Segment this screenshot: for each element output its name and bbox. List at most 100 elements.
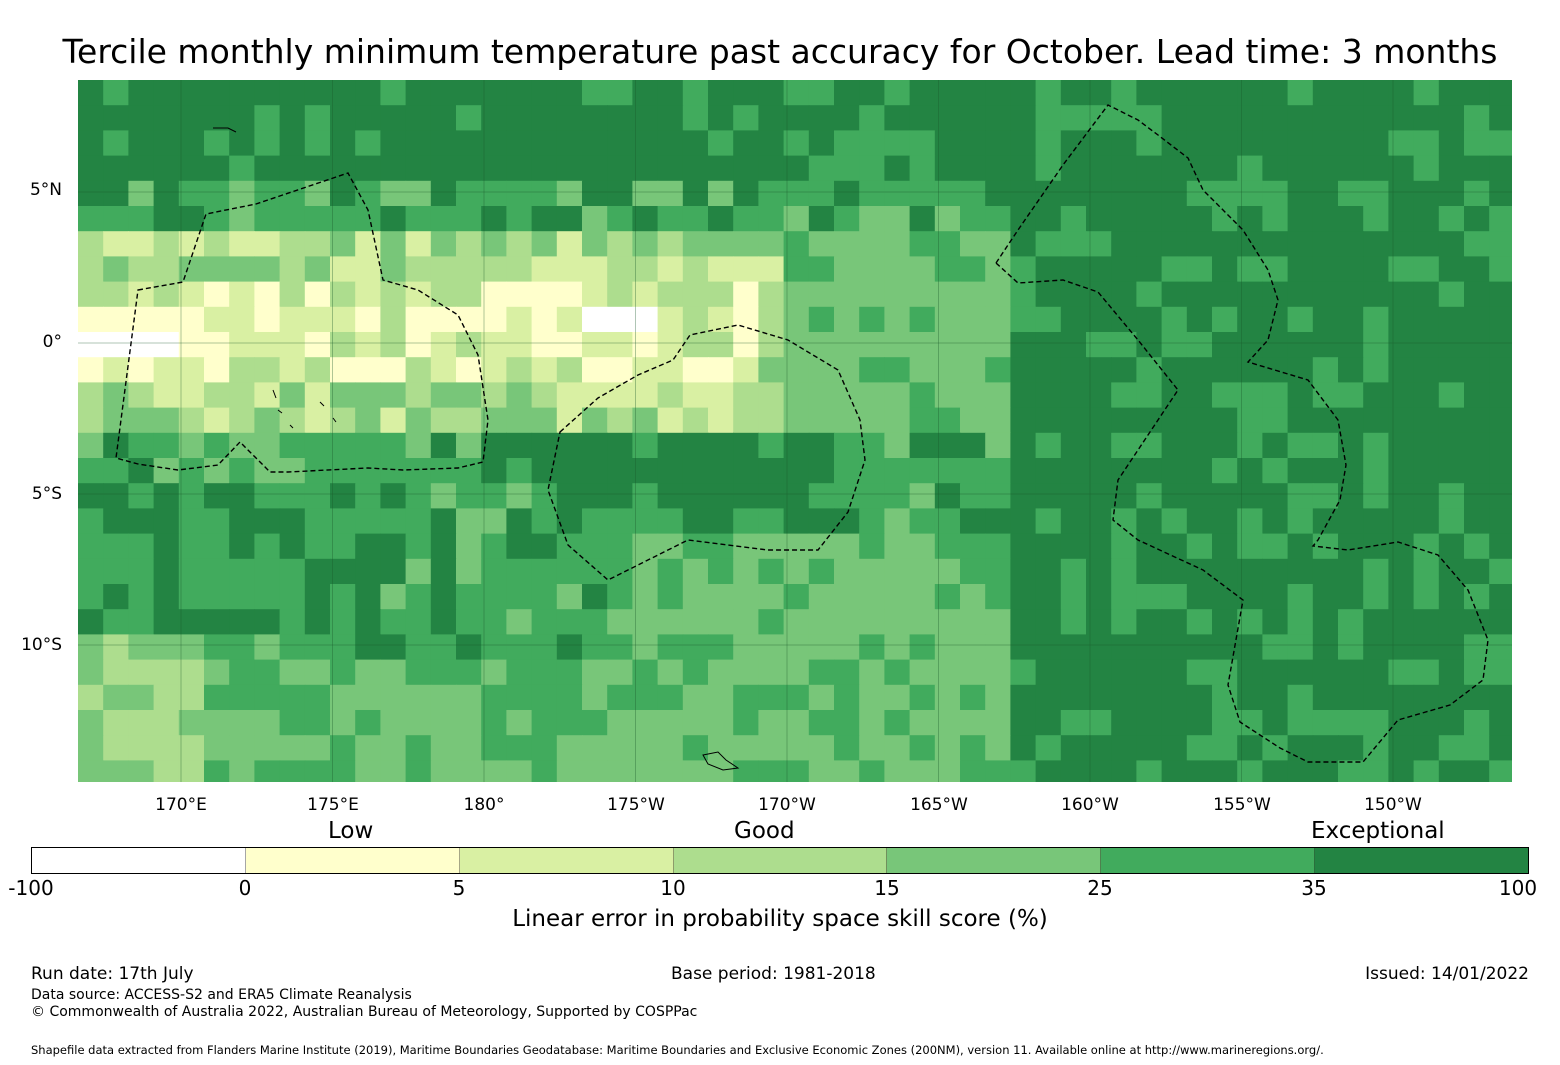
grid-cell xyxy=(1237,130,1263,157)
grid-cell xyxy=(783,382,810,409)
grid-cell xyxy=(531,256,558,283)
grid-cell xyxy=(1111,584,1137,610)
grid-cell xyxy=(657,684,684,711)
grid-cell xyxy=(1060,533,1087,560)
grid-cell xyxy=(254,180,281,207)
grid-cell xyxy=(279,735,306,761)
grid-cell xyxy=(1262,760,1289,782)
grid-cell xyxy=(657,659,684,686)
grid-cell xyxy=(78,760,104,782)
grid-cell xyxy=(1262,508,1289,535)
grid-cell xyxy=(632,281,659,308)
grid-cell xyxy=(682,180,709,207)
grid-cell xyxy=(481,508,507,535)
grid-cell xyxy=(1060,206,1087,232)
grid-cell xyxy=(1287,710,1314,736)
grid-cell xyxy=(556,735,583,761)
grid-cell xyxy=(758,306,785,333)
grid-cell xyxy=(178,760,205,782)
grid-cell xyxy=(506,180,533,207)
grid-cell xyxy=(380,130,407,157)
grid-cell xyxy=(456,432,482,459)
grid-cell xyxy=(632,558,659,585)
grid-cell xyxy=(304,105,331,131)
grid-cell xyxy=(859,584,885,610)
grid-cell xyxy=(1035,281,1062,308)
grid-cell xyxy=(834,407,860,434)
grid-cell xyxy=(1338,105,1364,131)
grid-cell xyxy=(405,533,432,560)
grid-cell xyxy=(1086,155,1112,182)
grid-cell xyxy=(1262,256,1289,283)
grid-cell xyxy=(128,684,155,711)
grid-cell xyxy=(1464,558,1490,585)
grid-cell xyxy=(1186,609,1213,635)
grid-cell xyxy=(1438,80,1465,106)
grid-cell xyxy=(128,407,155,434)
grid-cell xyxy=(934,735,961,761)
grid-cell xyxy=(708,130,734,157)
grid-cell xyxy=(733,659,759,686)
grid-cell xyxy=(330,483,356,509)
grid-cell xyxy=(229,558,255,585)
grid-cell xyxy=(1186,584,1213,610)
grid-cell xyxy=(355,105,381,131)
grid-cell xyxy=(1287,281,1314,308)
grid-cell xyxy=(1086,281,1112,308)
grid-cell xyxy=(607,710,633,736)
grid-cell xyxy=(783,735,810,761)
grid-cell xyxy=(430,155,457,182)
colorbar-tick: 25 xyxy=(1087,876,1113,900)
grid-cell xyxy=(1161,206,1188,232)
grid-cell xyxy=(1111,735,1137,761)
grid-cell xyxy=(204,407,230,434)
grid-cell xyxy=(834,533,860,560)
grid-cell xyxy=(1464,231,1490,257)
grid-cell xyxy=(355,407,381,434)
grid-cell xyxy=(506,256,533,283)
grid-cell xyxy=(153,710,180,736)
grid-cell xyxy=(682,483,709,509)
grid-cell xyxy=(834,558,860,585)
grid-cell xyxy=(153,180,180,207)
grid-cell xyxy=(960,407,986,434)
grid-cell xyxy=(834,155,860,182)
grid-cell xyxy=(607,508,633,535)
grid-cell xyxy=(632,684,659,711)
grid-cell xyxy=(128,508,155,535)
grid-cell xyxy=(531,130,558,157)
grid-cell xyxy=(934,407,961,434)
grid-cell xyxy=(279,684,306,711)
grid-cell xyxy=(1186,483,1213,509)
grid-cell xyxy=(330,357,356,383)
grid-cell xyxy=(1413,533,1440,560)
grid-cell xyxy=(632,760,659,782)
grid-cell xyxy=(708,533,734,560)
grid-cell xyxy=(78,306,104,333)
graticule xyxy=(78,80,1512,782)
grid-cell xyxy=(430,432,457,459)
grid-cell xyxy=(1010,130,1037,157)
grid-cell xyxy=(254,584,281,610)
grid-cell xyxy=(1413,155,1440,182)
grid-cell xyxy=(254,634,281,661)
grid-cell xyxy=(380,710,407,736)
grid-cell xyxy=(78,508,104,535)
grid-cell xyxy=(783,407,810,434)
grid-cell xyxy=(607,609,633,635)
grid-cell xyxy=(1489,760,1512,782)
grid-cell xyxy=(934,558,961,585)
grid-cell xyxy=(481,155,507,182)
grid-cell xyxy=(481,609,507,635)
grid-cell xyxy=(657,281,684,308)
grid-cell xyxy=(1489,382,1512,409)
grid-cell xyxy=(128,281,155,308)
grid-cell xyxy=(1212,634,1238,661)
grid-cell xyxy=(1237,659,1263,686)
grid-cell xyxy=(657,558,684,585)
grid-cell xyxy=(1262,584,1289,610)
grid-cell xyxy=(355,231,381,257)
grid-cell xyxy=(582,206,608,232)
grid-cell xyxy=(909,432,936,459)
grid-cell xyxy=(430,206,457,232)
